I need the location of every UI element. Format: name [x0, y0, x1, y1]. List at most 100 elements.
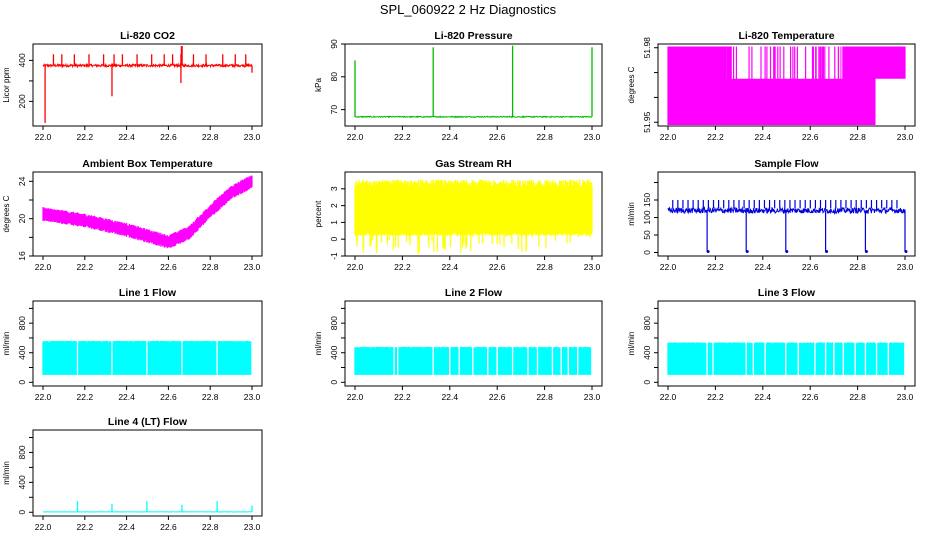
x-tick-label: 22.8 [536, 392, 553, 402]
x-tick-label: 22.0 [347, 392, 364, 402]
y-tick-label: 20 [17, 214, 27, 224]
x-tick-label: 22.4 [118, 522, 135, 532]
x-tick-label: 22.4 [442, 392, 459, 402]
x-tick-label: 22.8 [202, 132, 219, 142]
y-tick-label: 0 [329, 380, 339, 385]
y-tick-label: 400 [642, 345, 652, 359]
plot-frame [344, 43, 603, 127]
x-tick-label: 22.8 [849, 262, 866, 272]
x-tick-label: 22.0 [35, 522, 52, 532]
y-tick-label: 400 [17, 53, 27, 67]
x-tick-label: 22.2 [707, 262, 724, 272]
y-tick-label: 150 [642, 193, 652, 207]
chart-title: Line 2 Flow [445, 287, 503, 299]
y-tick-label: 3 [329, 186, 339, 191]
x-tick-label: 22.4 [755, 262, 772, 272]
plot-area [667, 200, 908, 253]
x-tick-label: 22.2 [77, 132, 94, 142]
data-series [42, 62, 253, 69]
x-tick-label: 22.8 [202, 262, 219, 272]
plot-area [667, 342, 906, 375]
data-series [354, 179, 593, 255]
plot-area [354, 45, 593, 119]
y-tick-label: 51.95 [642, 111, 652, 133]
plot-area [354, 346, 593, 375]
plot-frame [32, 43, 263, 127]
y-tick-label: 16 [17, 251, 27, 261]
chart-panel: Sample Flow ml/min 22.0 22.2 22.4 22.6 22.8 23.… [627, 158, 916, 272]
x-tick-label: 22.0 [660, 132, 677, 142]
x-tick-label: 22.0 [35, 262, 52, 272]
data-series [667, 46, 906, 125]
data-point [904, 249, 908, 253]
x-tick-label: 22.4 [442, 132, 459, 142]
x-tick-label: 22.2 [394, 132, 411, 142]
x-tick-label: 22.0 [660, 262, 677, 272]
y-tick-label: 800 [17, 316, 27, 330]
x-tick-label: 23.0 [244, 132, 261, 142]
data-series [354, 346, 592, 375]
chart-title: Li-820 Temperature [738, 30, 834, 42]
x-tick-label: 22.0 [35, 132, 52, 142]
chart-panel: Gas Stream RH percent 22.0 22.2 22.4 22.6 22.8… [314, 158, 603, 272]
axis-label-y: degrees C [627, 66, 636, 103]
plot-area [354, 179, 593, 255]
plot-area [43, 501, 253, 513]
data-point [785, 249, 789, 253]
x-tick-label: 23.0 [584, 392, 601, 402]
plot-area [42, 46, 253, 123]
plot-frame [32, 171, 263, 257]
chart-title: Li-820 CO2 [120, 30, 175, 42]
axis-label-y: percent [314, 200, 323, 227]
x-tick-label: 22.0 [347, 262, 364, 272]
data-point [825, 249, 829, 253]
x-tick-label: 22.6 [160, 132, 177, 142]
x-tick-label: 23.0 [584, 262, 601, 272]
x-tick-label: 22.2 [707, 392, 724, 402]
x-tick-label: 22.6 [160, 262, 177, 272]
y-tick-label: 1 [329, 220, 339, 225]
plot-frame [32, 300, 263, 387]
y-tick-label: 400 [329, 345, 339, 359]
axis-label-y: degrees C [2, 195, 11, 232]
x-tick-label: 22.4 [755, 392, 772, 402]
y-tick-label: 80 [329, 72, 339, 82]
x-tick-label: 23.0 [244, 262, 261, 272]
data-series [667, 205, 906, 216]
axis-label-y: Licor ppm [2, 67, 11, 102]
axis-label-y: ml/min [627, 332, 636, 356]
data-point [745, 249, 749, 253]
x-tick-label: 23.0 [897, 132, 914, 142]
axis-label-y: ml/min [627, 202, 636, 226]
y-tick-label: 800 [17, 445, 27, 459]
y-tick-label: 0 [642, 250, 652, 255]
chart-title: Ambient Box Temperature [82, 158, 213, 170]
data-series [42, 175, 253, 249]
y-tick-label: 51.98 [642, 37, 652, 59]
x-tick-label: 22.6 [489, 392, 506, 402]
x-tick-label: 22.2 [707, 132, 724, 142]
y-tick-label: 800 [642, 316, 652, 330]
axis-label-y: ml/min [314, 332, 323, 356]
x-tick-label: 22.0 [347, 132, 364, 142]
x-tick-label: 22.8 [202, 392, 219, 402]
y-tick-label: 24 [17, 176, 27, 186]
y-tick-label: 400 [17, 345, 27, 359]
x-tick-label: 22.6 [489, 262, 506, 272]
plot-frame [344, 171, 603, 257]
chart-panel: Line 2 Flow ml/min 22.0 22.2 22.4 22.6 22.8 23.… [314, 287, 603, 402]
x-tick-label: 23.0 [244, 392, 261, 402]
chart-panel: Line 4 (LT) Flow ml/min 22.0 22.2 22.4 22.6 22… [2, 416, 263, 532]
plot-area [42, 340, 253, 375]
chart-title: Line 1 Flow [119, 287, 177, 299]
y-tick-label: 2 [329, 203, 339, 208]
plot-frame [344, 300, 603, 387]
y-tick-label: 200 [17, 94, 27, 108]
chart-title: Line 4 (LT) Flow [108, 416, 188, 428]
chart-panel: Li-820 CO2 Licor ppm 22.0 22.2 22.4 22.6 22.8 2… [2, 30, 263, 142]
axis-label-y: ml/min [2, 461, 11, 485]
x-tick-label: 23.0 [244, 522, 261, 532]
x-tick-label: 22.6 [160, 392, 177, 402]
x-tick-label: 22.8 [202, 522, 219, 532]
plot-frame [32, 429, 263, 517]
